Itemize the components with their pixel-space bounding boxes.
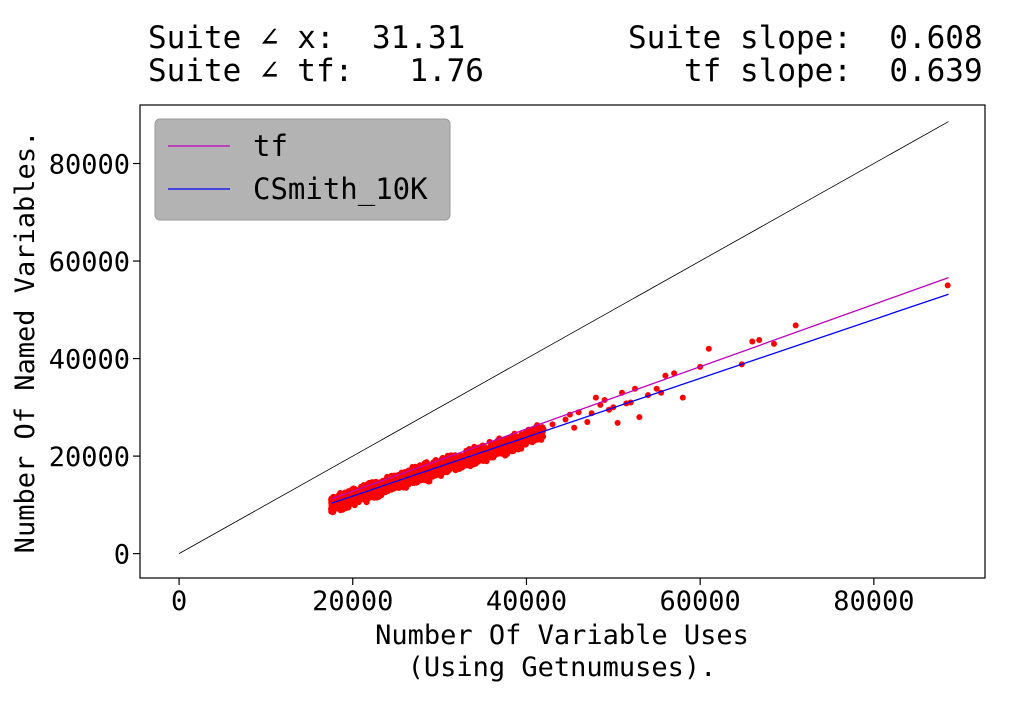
y-tick-label: 60000 <box>49 247 130 278</box>
data-point <box>944 282 951 289</box>
data-point <box>412 476 419 483</box>
suite-slope-label: Suite slope: <box>628 20 852 56</box>
data-point <box>518 431 525 438</box>
data-point <box>592 394 599 401</box>
legend: tf CSmith_10K <box>154 118 451 221</box>
data-point <box>438 473 444 479</box>
x-axis-label-line2: (Using Getnumuses). <box>408 652 717 683</box>
plot-frame <box>139 104 986 579</box>
data-point <box>671 370 678 377</box>
header-left: Suite ∠ x: 31.31 Suite ∠ tf: 1.76 <box>148 22 484 88</box>
data-point <box>636 414 643 421</box>
tf-fit-line <box>330 277 949 500</box>
y-tick-label: 80000 <box>49 150 130 181</box>
data-point <box>549 421 556 428</box>
x-tick-label: 80000 <box>833 586 914 617</box>
csmith-fit-line <box>330 293 949 505</box>
x-tick-label: 60000 <box>660 586 741 617</box>
suite-angle-x-value: 31.31 <box>371 20 466 56</box>
data-point <box>792 322 799 329</box>
tf-slope-value: 0.639 <box>889 53 983 89</box>
data-point <box>486 452 492 459</box>
data-point <box>771 340 777 347</box>
data-point <box>662 372 669 379</box>
x-axis-label-line1: Number Of Variable Uses <box>375 620 749 651</box>
data-point <box>511 441 518 448</box>
data-point <box>495 439 501 446</box>
y-axis-label: Number Of Named Variables. <box>10 131 41 554</box>
data-point <box>343 500 350 507</box>
legend-box <box>154 118 451 221</box>
tf-slope-label: tf slope: <box>684 53 852 89</box>
y-tick-label: 40000 <box>49 345 130 376</box>
data-point <box>529 439 536 446</box>
plot-area <box>178 121 951 554</box>
data-point <box>749 338 756 345</box>
legend-label-csmith: CSmith_10K <box>253 172 428 207</box>
data-point <box>614 419 621 426</box>
suite-slope-value: 0.608 <box>889 20 983 56</box>
data-point <box>384 488 391 494</box>
x-tick-label: 20000 <box>312 586 393 617</box>
data-point <box>562 416 569 423</box>
data-point <box>340 506 347 513</box>
suite-angle-x-label: Suite ∠ x: <box>148 20 335 56</box>
data-point <box>390 485 396 492</box>
data-point <box>360 494 367 501</box>
data-point <box>495 449 502 456</box>
x-tick-label: 0 <box>171 586 187 617</box>
data-point <box>537 435 544 442</box>
data-point <box>756 337 763 343</box>
reference-diagonal-line <box>178 121 949 554</box>
header-right: Suite slope: 0.608 tf slope: 0.639 <box>628 22 983 88</box>
axis-ticks: 0 20000 40000 60000 80000 0 20000 40000 60000 800… <box>49 150 915 617</box>
data-point <box>705 345 712 352</box>
suite-angle-tf-value: 1.76 <box>409 53 484 89</box>
data-point <box>520 438 527 445</box>
data-point <box>512 433 519 440</box>
data-point <box>374 494 381 501</box>
data-point <box>584 419 591 425</box>
data-point <box>653 385 660 392</box>
data-point <box>421 477 428 484</box>
data-point <box>679 394 686 401</box>
legend-label-tf: tf <box>253 129 288 163</box>
data-point <box>414 468 421 474</box>
data-point <box>522 429 529 436</box>
data-point <box>502 452 509 459</box>
y-tick-label: 20000 <box>49 442 130 473</box>
suite-angle-tf-label: Suite ∠ tf: <box>148 53 354 89</box>
data-point <box>480 456 487 463</box>
data-point <box>475 458 482 465</box>
data-point <box>507 447 514 454</box>
data-point <box>571 424 578 431</box>
data-point <box>351 499 358 506</box>
x-tick-label: 40000 <box>486 586 567 617</box>
y-tick-label: 0 <box>114 540 130 571</box>
